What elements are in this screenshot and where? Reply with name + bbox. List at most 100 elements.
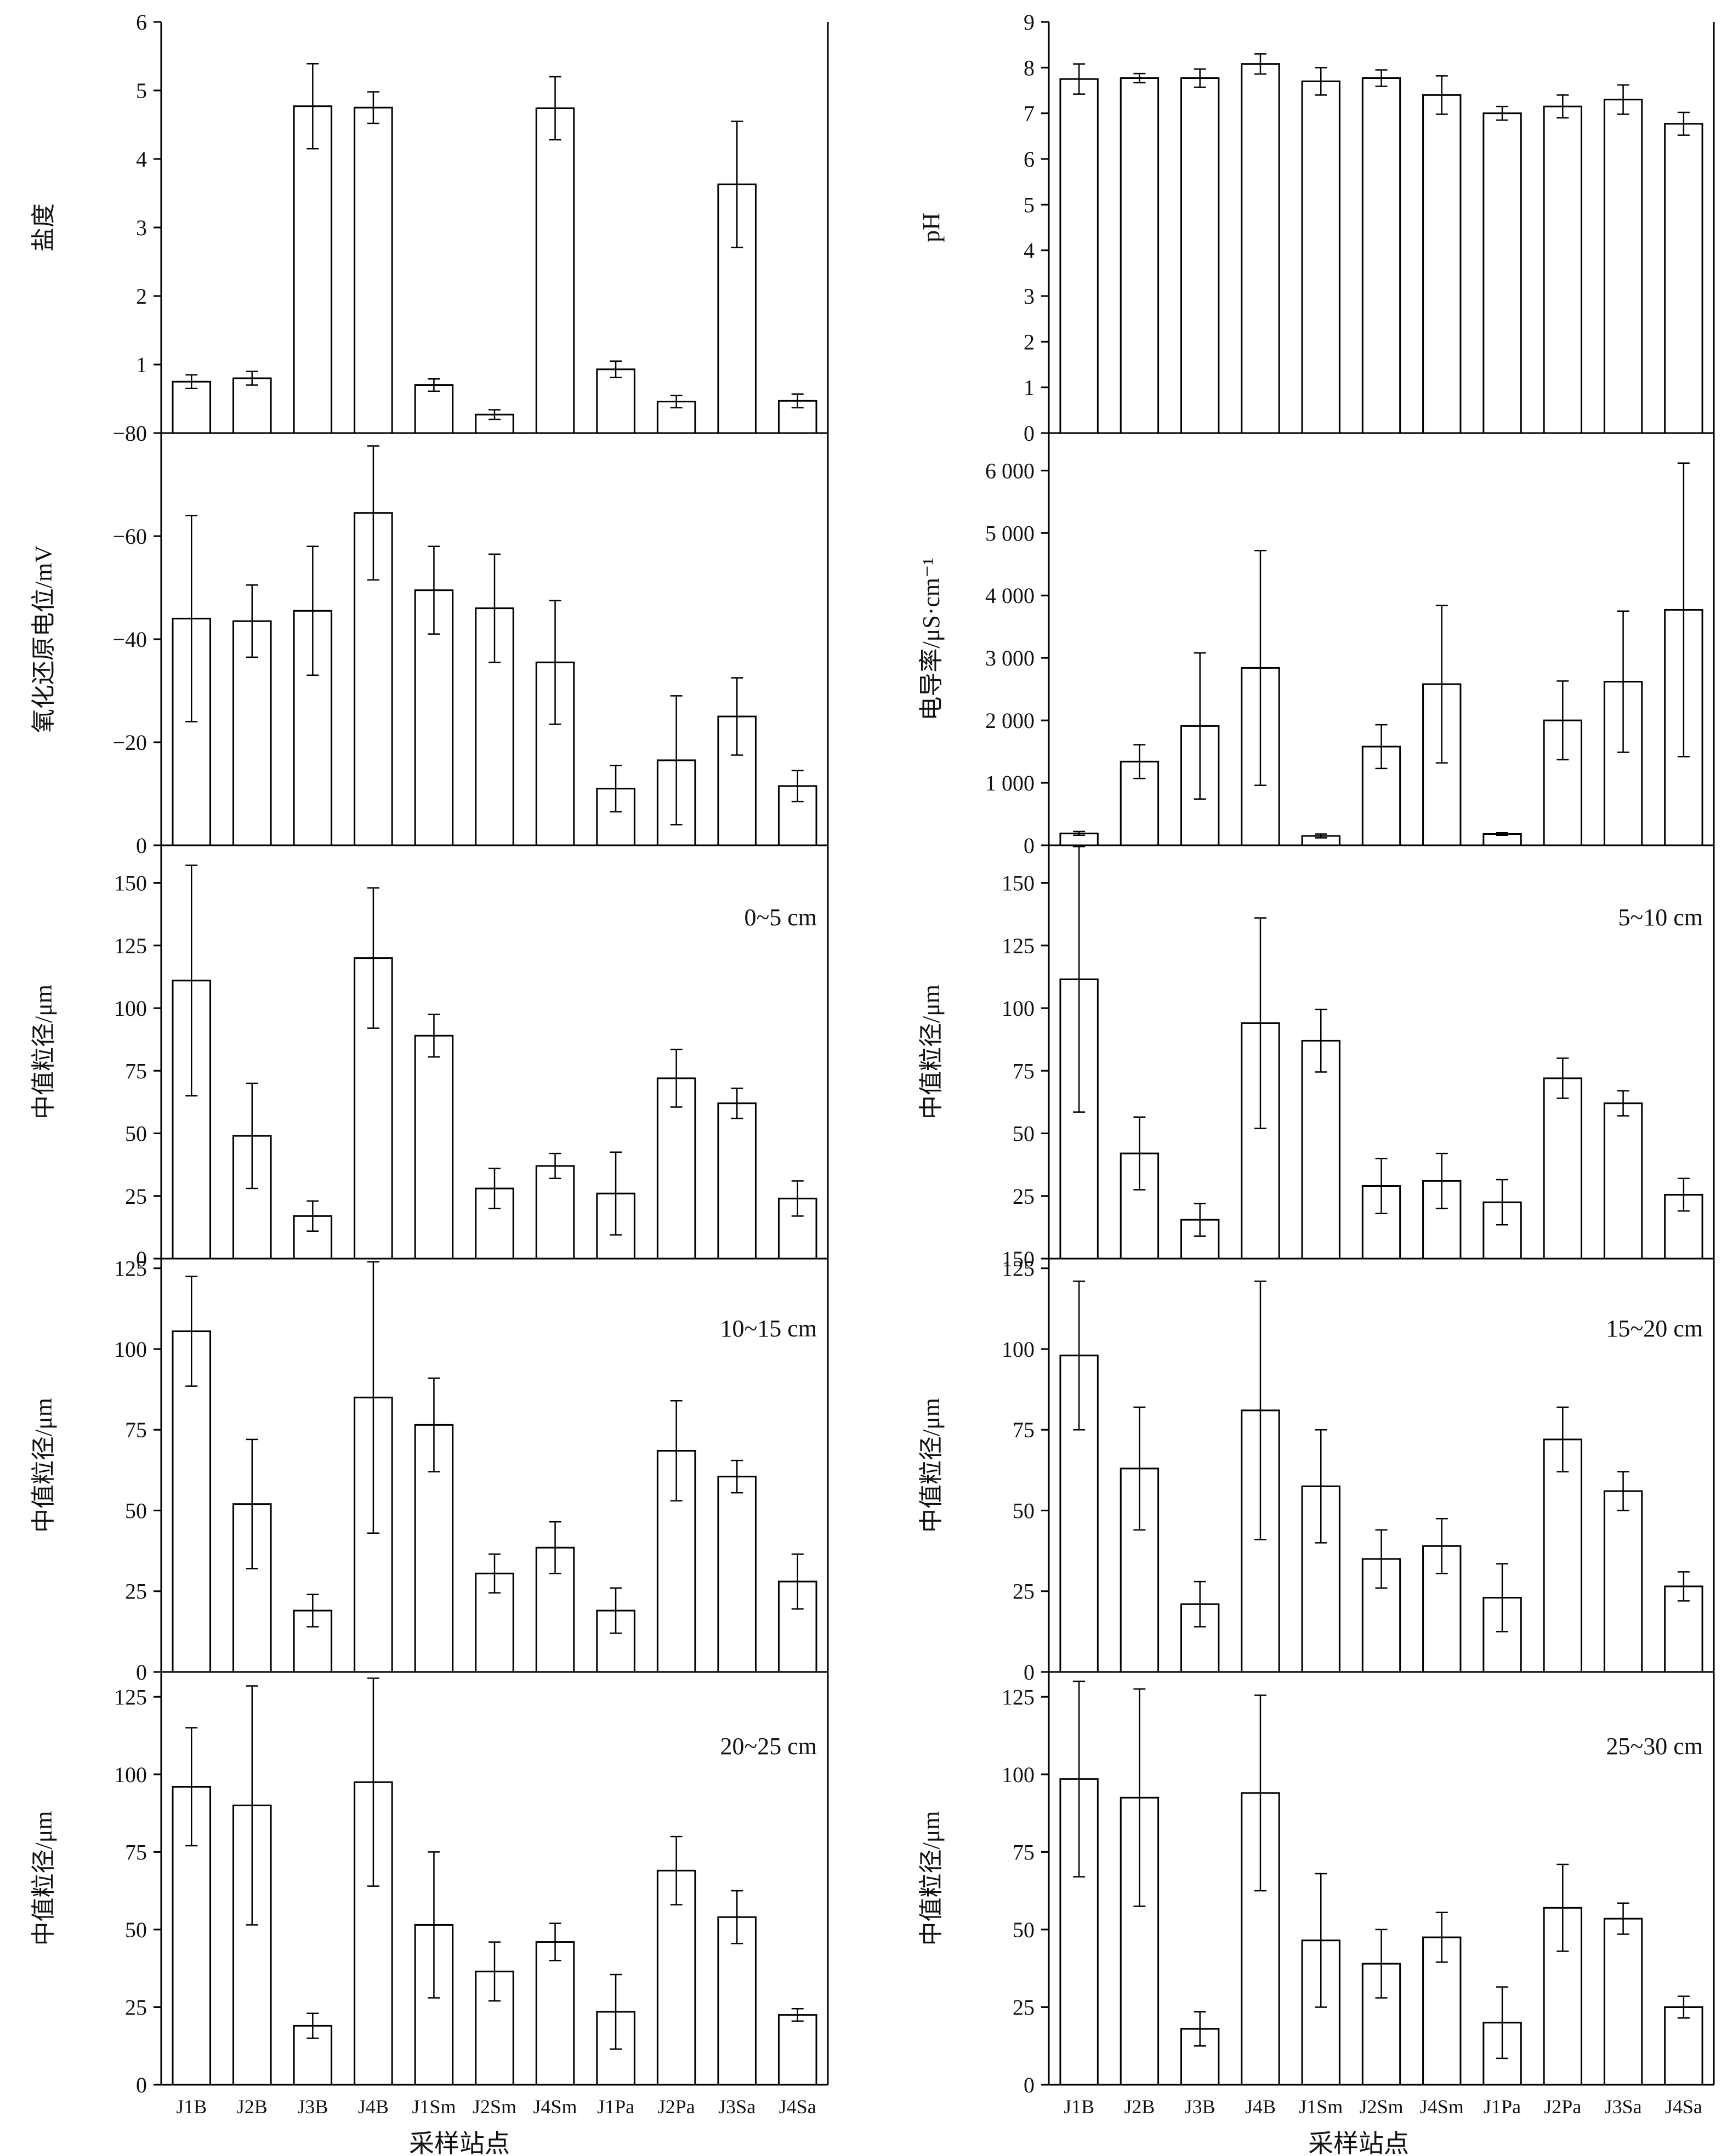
y-tick-label: 1 [136,352,147,377]
error-bar-j1b [1073,63,1086,95]
error-bar-j3b [306,63,319,150]
bar-j2pa [1543,1077,1583,1260]
bar-j2b [1120,77,1160,434]
y-tick-label: −20 [112,730,147,755]
error-bar-j3b [306,545,319,676]
y-tick-label: 4 [1024,238,1035,263]
bar-j3sa [1603,99,1643,434]
bar-j1b [172,1330,212,1673]
y-tick-label: 125 [114,1685,147,1709]
error-bar-j2sm [488,1553,501,1594]
x-tick-label-j4sa: J4Sa [779,2096,816,2118]
y-tick-label: 0 [136,833,147,858]
error-bar-j2pa [1556,1406,1569,1473]
y-tick-label: 5 [136,78,147,103]
error-bar-j4sm [1435,1152,1448,1209]
error-bar-j2sm [488,553,501,663]
error-bar-j1pa [610,765,622,813]
bar-j2pa [1543,105,1583,434]
error-bar-j3sa [1617,610,1629,753]
error-bar-j4sm [1435,605,1448,764]
error-bar-j4sm [549,1922,561,1961]
y-tick-label: 50 [125,1122,147,1146]
error-bar-j1pa [1496,1563,1509,1632]
x-tick-label-j1pa: J1Pa [1484,2096,1521,2118]
error-bar-j3sa [1617,1471,1629,1511]
y-axis-title: 中值粒径/μm [918,1811,945,1945]
bar-j2b [232,620,272,846]
error-bar-j4sa [791,1553,804,1610]
bar-j3b [1180,77,1220,434]
x-tick-label-j1b: J1B [176,2096,207,2118]
error-bar-j1sm [428,545,440,635]
y-tick-label: 5 [1024,192,1035,217]
bar-j4sm [535,107,575,434]
y-tick-label: 75 [1013,1418,1035,1442]
error-bar-j1b [185,515,198,723]
error-bar-j4sm [1435,75,1448,115]
y-axis-title: 电导率/μS·cm⁻¹ [918,558,945,720]
error-bar-j3sa [1617,1090,1629,1117]
y-tick-label: 2 [1024,329,1035,354]
x-tick-label-j4b: J4B [358,2096,389,2118]
bar-j3sa [1603,1102,1643,1260]
y-axis-title: 氧化还原电位/mV [30,545,57,733]
bar-j4b [1241,63,1280,434]
y-tick-label: 4 [136,147,147,172]
y-tick-label: 0 [136,1660,147,1685]
x-axis-title-left: 采样站点 [409,2130,510,2156]
y-tick-label: 75 [1013,1840,1035,1864]
y-tick-label: 8 [1024,55,1035,80]
error-bar-j4sa [1677,462,1690,758]
error-bar-j4sa [1677,1571,1690,1602]
y-tick-label: 1 [1024,376,1035,400]
panel-grain-25-30: 0 25 50 75 100 125 中值粒径/μm 25~30 cm J1B J2B J3B J4B… [918,1672,1715,2118]
error-bar-j2sm [1375,69,1388,87]
y-axis-title: 盐度 [30,203,57,252]
error-bar-j4b [367,1261,379,1534]
bar-j3b [293,105,333,434]
bar-j2b [232,377,272,434]
error-bar-j4b [1254,1280,1266,1540]
depth-annotation: 20~25 cm [720,1733,817,1760]
y-axis-title: 中值粒径/μm [30,1398,57,1533]
error-bar-j3sa [1617,1902,1629,1935]
error-bar-j2sm [1375,1157,1388,1214]
depth-annotation: 10~15 cm [720,1315,817,1342]
error-bar-j2b [246,1082,258,1190]
bar-j3sa [717,1102,757,1260]
error-bar-j1pa [1496,1179,1509,1226]
error-bar-j4b [1254,53,1266,75]
error-bar-j4sa [791,770,804,803]
x-tick-label-j3sa: J3Sa [1605,2096,1642,2118]
panel-grain-20-25: 0 25 50 75 100 125 中值粒径/μm 20~25 cm J1B J2B J3B J4B… [30,1672,829,2118]
bar-j3sa [717,1916,757,2086]
error-bar-j2pa [1556,1057,1569,1099]
bar-j3sa [1603,1918,1643,2086]
bar-j4sa [777,2014,817,2086]
y-tick-label: 50 [125,1498,147,1523]
error-bar-j3b [1194,1203,1206,1237]
y-tick-label: 50 [1013,1918,1035,1942]
error-bar-j2sm [488,1168,501,1209]
error-bar-j2pa [1556,1863,1569,1952]
error-bar-j3sa [1617,84,1629,115]
y-tick-label: 25 [125,1579,147,1604]
error-bar-j1sm [1315,833,1327,839]
error-bar-j4sa [1677,111,1690,136]
error-bar-j3b [1194,68,1206,88]
y-tick-label: 3 000 [985,646,1035,670]
error-bar-j2sm [1375,724,1388,770]
bar-j1pa [1482,112,1522,434]
y-tick-label: −60 [112,524,147,549]
bar-j4sa [1664,2006,1703,2086]
depth-annotation: 5~10 cm [1618,904,1703,931]
depth-annotation: 0~5 cm [744,904,817,931]
bar-j2pa [656,1077,696,1260]
error-bar-j1pa [610,1151,622,1236]
panel-grain-0-5: 0 25 50 75 100 125 150 中值粒径/μm 0~5 cm [30,845,829,1271]
error-bar-j1sm [1315,67,1327,96]
error-bar-j2pa [670,1400,683,1502]
error-bar-j3b [1194,2011,1206,2047]
error-bar-j3sa [731,1088,743,1119]
